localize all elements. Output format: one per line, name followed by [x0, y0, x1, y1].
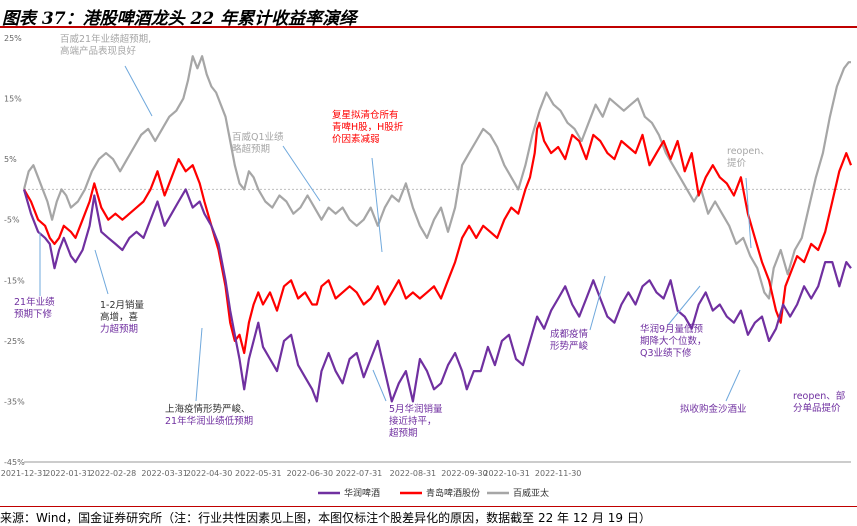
annotation-pointer	[94, 249, 109, 295]
y-tick-label: -15%	[4, 276, 25, 285]
annotation-line: 百威21年业绩超预期,	[60, 33, 151, 45]
x-tick-label: 2022-01-31	[45, 469, 92, 478]
legend-label: 华润啤酒	[344, 487, 380, 499]
annotation-text: reopen、提价	[727, 146, 770, 169]
annotation-line: 分单品提价	[793, 402, 841, 414]
annotation-text: reopen、部分单品提价	[793, 390, 845, 414]
annotation-line: 略超预期	[232, 143, 270, 155]
annotation-text: 上海疫情形势严峻、 21年华润业绩低预期	[165, 403, 253, 427]
annotation-text: 5月华润销量接近持平，超预期	[389, 403, 443, 439]
y-tick-label: 15%	[4, 95, 22, 104]
y-tick-label: -25%	[4, 337, 25, 346]
x-tick-label: 2022-02-28	[90, 469, 137, 478]
x-tick-label: 2022-11-30	[535, 469, 582, 478]
source-note: 来源：Wind，国金证券研究所（注：行业共性因素见上图，本图仅标注个股差异化的原…	[0, 506, 857, 526]
annotation-pointer	[371, 157, 383, 253]
x-tick-label: 2022-07-31	[336, 469, 383, 478]
annotation-line: 复星拟清仓所有	[332, 109, 399, 121]
x-tick-label: 2022-10-31	[483, 469, 530, 478]
y-tick-label: -35%	[4, 397, 25, 406]
annotation-line: 5月华润销量	[389, 403, 443, 415]
chart-title: 图表 37：港股啤酒龙头 22 年累计收益率演绎	[0, 0, 857, 28]
annotation-text: 21年业绩预期下修	[14, 296, 55, 320]
annotation-text: 1-2月销量高增，喜力超预期	[100, 299, 145, 335]
annotation-line: 超预期	[389, 427, 418, 439]
annotation-pointer	[372, 369, 387, 402]
annotation-pointer	[745, 177, 752, 249]
y-axis: 25% 15% 5% -5% -15% -25% -35% -45%	[4, 34, 25, 467]
annotation-line: 拟收购金沙酒业	[680, 403, 747, 415]
annotation-line: 预期下修	[14, 308, 53, 320]
annotation-line: 提价	[727, 157, 747, 169]
annotation-line: 华润9月量低预	[640, 323, 704, 335]
series-group	[22, 55, 853, 403]
annotation-line: 青啤H股，H股折	[332, 121, 404, 133]
annotation-pointer	[725, 369, 741, 402]
legend-label: 青岛啤酒股份	[426, 487, 480, 499]
annotation-text: 复星拟清仓所有青啤H股，H股折价因素减弱	[332, 109, 404, 145]
annotation-pointer	[195, 327, 203, 402]
annotation-line: 上海疫情形势严峻、	[165, 403, 251, 415]
series-line	[22, 188, 852, 403]
annotation-line: 期降大个位数，	[640, 335, 707, 347]
annotation-text: 华润9月量低预期降大个位数， Q3业绩下修	[640, 323, 707, 359]
annotation-pointers	[39, 65, 752, 402]
annotation-line: reopen、	[727, 146, 770, 157]
annotation-text: 百威Q1业绩略超预期	[232, 131, 284, 155]
annotation-line: 成都疫情	[550, 328, 589, 340]
annotation-pointer	[282, 145, 321, 202]
legend: 华润啤酒 青岛啤酒股份 百威亚太	[318, 487, 549, 499]
annotation-line: 1-2月销量	[100, 299, 145, 311]
y-tick-label: -45%	[4, 458, 25, 467]
y-tick-label: -5%	[4, 216, 20, 225]
legend-label: 百威亚太	[513, 487, 549, 499]
annotation-pointer	[589, 275, 606, 331]
annotation-line: 高端产品表现良好	[60, 45, 137, 57]
line-chart: 25%15%5%-5%-15%-25%-35%-45% 2021-12-3120…	[1, 33, 853, 499]
x-tick-label: 2021-12-31	[1, 469, 48, 478]
annotation-line: 21年华润业绩低预期	[165, 415, 253, 427]
annotation-text: 成都疫情形势严峻	[550, 328, 589, 352]
annotation-line: 价因素减弱	[332, 133, 380, 145]
x-tick-label: 2022-05-31	[235, 469, 282, 478]
series-line	[23, 121, 853, 355]
x-tick-label: 2022-03-31	[141, 469, 188, 478]
x-tick-label: 2022-04-30	[186, 469, 233, 478]
annotation-line: 百威Q1业绩	[232, 131, 284, 143]
x-tick-label: 2022-08-31	[390, 469, 437, 478]
annotation-pointer	[124, 65, 153, 117]
annotation-line: 接近持平，	[389, 415, 437, 427]
annotation-pointer	[667, 285, 701, 326]
annotation-line: 力超预期	[100, 323, 138, 335]
x-tick-label: 2022-06-30	[287, 469, 334, 478]
annotation-line: 21年业绩	[14, 296, 55, 308]
series-line	[22, 55, 851, 300]
annotation-line: Q3业绩下修	[640, 347, 692, 359]
annotation-line: reopen、部	[793, 390, 845, 402]
annotation-text: 拟收购金沙酒业	[680, 403, 747, 415]
annotation-text: 百威21年业绩超预期,高端产品表现良好	[60, 33, 151, 57]
y-tick-label: 25%	[4, 34, 22, 43]
annotation-line: 形势严峻	[550, 340, 589, 352]
y-tick-label: 5%	[4, 155, 17, 164]
x-tick-label: 2022-09-30	[441, 469, 488, 478]
annotation-line: 高增，喜	[100, 311, 139, 323]
